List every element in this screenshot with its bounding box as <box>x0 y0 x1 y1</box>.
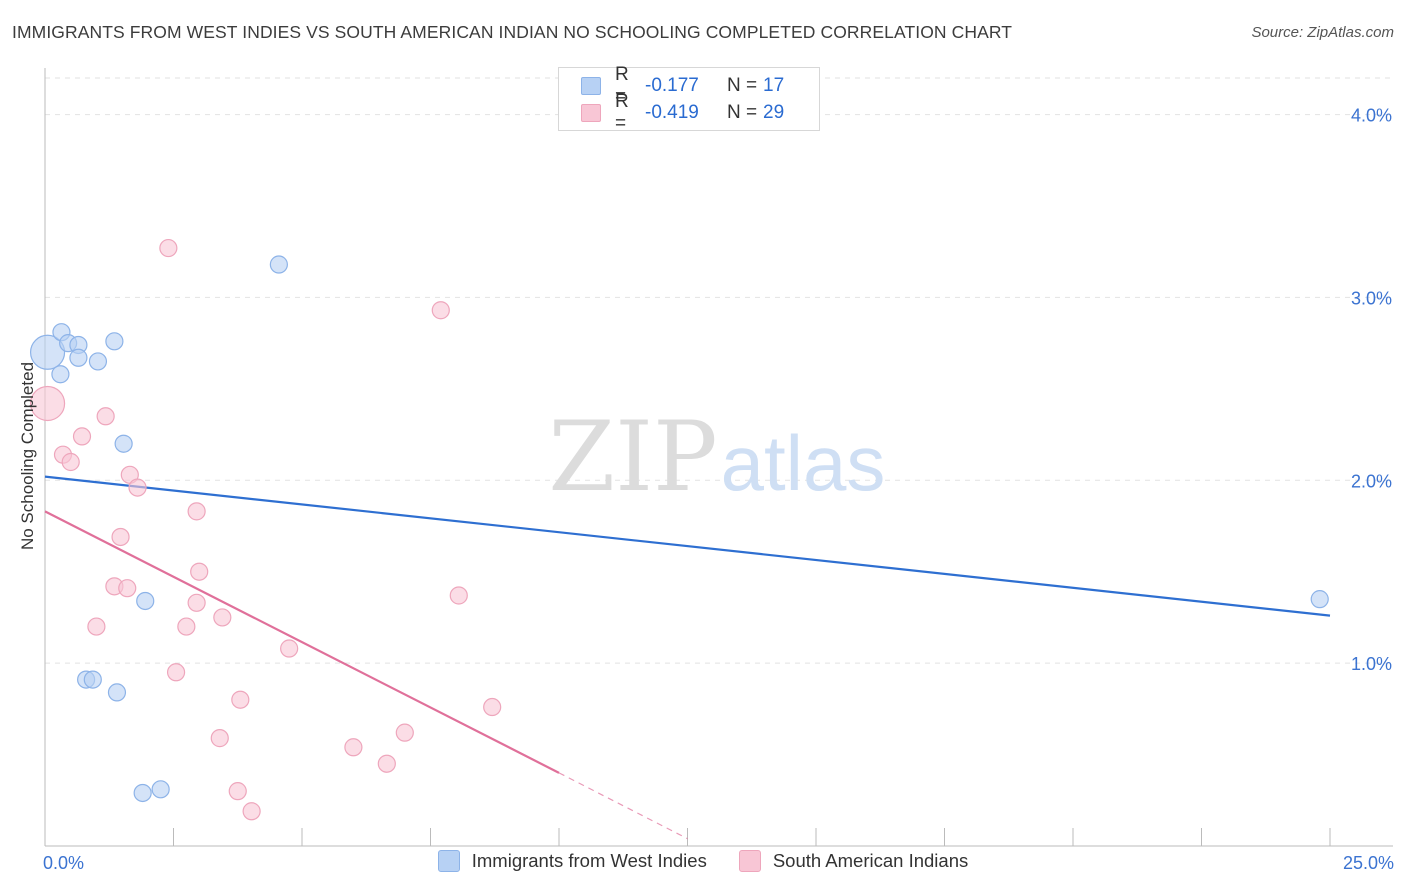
blue-data-point <box>114 434 133 453</box>
watermark: ZIP atlas <box>548 401 885 513</box>
watermark-atlas: atlas <box>721 419 886 507</box>
tick-labels: 1.0% 2.0% 3.0% 4.0% 0.0% 25.0% <box>43 106 1394 873</box>
grid-lines <box>45 77 1393 664</box>
pink-data-point <box>242 802 261 821</box>
legend-row-south-american-indians: R = -0.419 N = 29 <box>581 91 785 134</box>
legend-swatch-blue <box>581 77 601 95</box>
blue-data-point <box>51 365 70 384</box>
y-tick-label: 2.0% <box>1351 471 1392 491</box>
series-swatch-pink <box>738 850 761 872</box>
pink-data-point <box>128 478 147 497</box>
pink-data-point <box>449 586 468 605</box>
pink-data-point <box>177 617 196 636</box>
blue-data-point <box>1310 590 1329 609</box>
pink-data-point <box>111 527 130 547</box>
legend-r-value: -0.419 <box>645 102 699 123</box>
series-label-west-indies: Immigrants from West Indies <box>471 850 707 871</box>
chart-title: IMMIGRANTS FROM WEST INDIES VS SOUTH AME… <box>12 22 1013 42</box>
blue-data-point <box>136 591 155 611</box>
x-tick-label-min: 0.0% <box>43 853 84 873</box>
pink-data-point <box>210 729 229 748</box>
y-tick-label: 3.0% <box>1351 288 1392 308</box>
legend-r-value: -0.177 <box>645 75 699 96</box>
pink-data-point <box>29 385 66 422</box>
pink-data-point <box>190 562 209 581</box>
pink-data-point <box>395 723 414 742</box>
trend-lines <box>44 475 1331 840</box>
blue-data-point <box>88 352 108 371</box>
legend-swatch-pink <box>581 104 601 122</box>
pink-data-point <box>377 754 396 773</box>
pink-data-point <box>166 663 186 682</box>
pink-trend-line <box>44 510 560 774</box>
legend-n-value: 29 <box>763 102 785 123</box>
series-legend: Immigrants from West Indies South Americ… <box>0 850 1406 872</box>
pink-data-point <box>213 608 232 627</box>
pink-data-point <box>96 407 115 426</box>
series-legend-south-american-indians: South American Indians <box>738 850 969 872</box>
pink-data-point <box>228 782 247 801</box>
blue-data-point <box>133 783 152 803</box>
data-points <box>29 238 1329 821</box>
axes <box>44 68 1393 847</box>
legend-row-west-indies: R = -0.177 N = 17 <box>581 64 785 107</box>
pink-data-point <box>280 639 299 658</box>
pink-data-point <box>118 579 137 598</box>
y-axis-label: No Schooling Completed <box>18 361 37 551</box>
series-legend-west-indies: Immigrants from West Indies <box>437 850 707 872</box>
blue-data-point <box>69 348 88 367</box>
legend-r-label: R = <box>615 64 629 107</box>
pink-data-point <box>431 301 450 320</box>
x-tick-label-max: 25.0% <box>1343 853 1394 873</box>
blue-trend-line <box>44 475 1331 617</box>
y-tick-label: 4.0% <box>1351 106 1392 126</box>
pink-data-point <box>72 427 92 446</box>
source-credit: Source: ZipAtlas.com <box>1251 24 1394 41</box>
pink-data-point <box>344 738 363 757</box>
y-tick-label: 1.0% <box>1351 654 1392 674</box>
pink-data-point <box>159 238 178 258</box>
blue-data-point <box>269 255 288 274</box>
blue-data-point <box>83 670 102 689</box>
watermark-zip: ZIP <box>548 401 717 513</box>
legend-r-label: R = <box>615 91 629 134</box>
pink-trend-extension <box>558 772 688 840</box>
pink-data-point <box>87 617 106 636</box>
blue-data-point <box>107 683 127 702</box>
blue-data-point <box>29 334 66 370</box>
legend-n-value: 17 <box>763 75 785 96</box>
blue-data-point <box>105 332 124 351</box>
series-swatch-blue <box>437 850 460 872</box>
pink-data-point <box>187 593 206 612</box>
pink-data-point <box>231 690 250 709</box>
pink-data-point <box>61 452 80 472</box>
legend-n-label: N = <box>727 75 758 96</box>
series-label-south-american-indians: South American Indians <box>772 850 969 871</box>
pink-data-point <box>483 697 502 717</box>
correlation-legend: R = -0.177 N = 17 R = -0.419 N = 29 <box>558 64 820 134</box>
blue-data-point <box>151 780 170 799</box>
legend-n-label: N = <box>727 102 758 123</box>
pink-data-point <box>187 502 206 521</box>
